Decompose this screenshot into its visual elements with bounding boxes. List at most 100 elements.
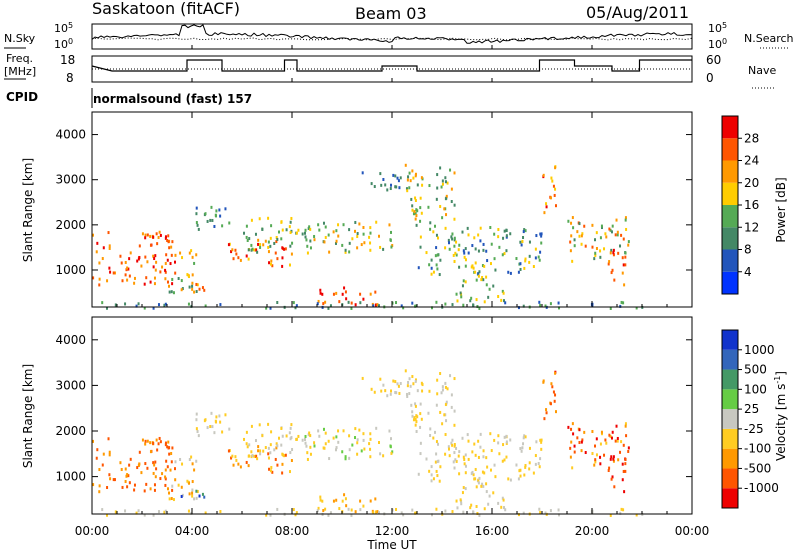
velocity-cell [257, 449, 260, 453]
velocity-cell [441, 385, 444, 389]
velocity-cell [284, 453, 287, 457]
power-cell [152, 265, 155, 269]
velocity-cell [356, 441, 359, 445]
velocity-cell [535, 440, 538, 444]
power-colorbar-swatch [722, 138, 738, 161]
power-cell [478, 270, 481, 274]
power-cell [600, 224, 603, 228]
power-cell [489, 262, 492, 266]
velocity-cell [137, 463, 140, 467]
velocity-cell [228, 427, 231, 431]
power-cell [454, 251, 457, 255]
velocity-cell [619, 450, 622, 454]
velocity-cell [500, 505, 503, 509]
power-cell [378, 304, 381, 308]
power-cell [187, 302, 190, 306]
velocity-cell [498, 452, 501, 456]
power-cell [289, 220, 292, 224]
noise-left-top-tick: 105 [54, 21, 73, 35]
power-cell [609, 251, 612, 255]
velocity-cell [448, 454, 451, 458]
power-cell [324, 300, 327, 304]
power-cell [610, 230, 613, 234]
velocity-cell [227, 449, 230, 453]
power-cell [92, 276, 95, 280]
velocity-cell [193, 497, 196, 501]
power-cell [157, 303, 160, 307]
power-cell [322, 302, 325, 306]
power-cell [576, 230, 579, 234]
power-cell [493, 232, 496, 236]
power-cell [255, 248, 258, 252]
power-cell [580, 234, 583, 238]
power-cell [408, 171, 411, 175]
velocity-cell [497, 501, 500, 505]
power-ytick-label: 2000 [55, 218, 86, 232]
velocity-cell [273, 448, 276, 452]
power-cell [257, 238, 260, 242]
velocity-cell [152, 441, 155, 445]
power-cell [427, 205, 430, 209]
power-cell [497, 228, 500, 232]
power-cell [372, 304, 375, 308]
velocity-cell [419, 412, 422, 416]
velocity-cell [276, 463, 279, 467]
power-cell [572, 226, 575, 230]
power-cell [523, 228, 526, 232]
power-cell [445, 194, 448, 198]
power-cell [141, 232, 144, 236]
velocity-cell [549, 509, 552, 513]
velocity-cell [308, 431, 311, 435]
velocity-cell [307, 433, 310, 437]
velocity-cell [409, 384, 412, 388]
power-cell [414, 172, 417, 176]
power-cell [253, 248, 256, 252]
velocity-cell [256, 457, 259, 461]
power-cell [466, 226, 469, 230]
velocity-cell [470, 503, 473, 507]
power-cell [608, 227, 611, 231]
power-cell [539, 232, 542, 236]
velocity-cell [294, 513, 297, 517]
power-cell [136, 259, 139, 263]
power-cell [436, 186, 439, 190]
power-cell [181, 256, 184, 260]
power-cell [492, 284, 495, 288]
velocity-cell [453, 451, 456, 455]
power-cell [624, 255, 627, 259]
power-cell [213, 224, 216, 228]
power-cell [622, 301, 625, 305]
power-cell [472, 266, 475, 270]
velocity-cell [578, 441, 581, 445]
velocity-cell [317, 506, 320, 510]
power-cell [159, 233, 162, 237]
power-cell [96, 241, 99, 245]
velocity-cell [154, 460, 157, 464]
power-ytick-label: 3000 [55, 173, 86, 187]
velocity-cell [250, 450, 253, 454]
velocity-cell [569, 446, 572, 450]
power-colorbar-swatch [722, 205, 738, 228]
velocity-cell [545, 408, 548, 412]
velocity-cell [304, 434, 307, 438]
power-cell [402, 306, 405, 310]
power-cell [380, 183, 383, 187]
velocity-cell [388, 429, 391, 433]
velocity-cell [534, 462, 537, 466]
velocity-y-axis: 1000 2000 3000 4000 [55, 333, 692, 484]
power-cell [291, 241, 294, 245]
power-cell [275, 235, 278, 239]
power-cell [341, 243, 344, 247]
power-cell [304, 228, 307, 232]
power-cell [137, 257, 140, 261]
power-cell [231, 248, 234, 252]
velocity-cell [416, 389, 419, 393]
velocity-cell [507, 477, 510, 481]
velocity-cell [532, 471, 535, 475]
velocity-cell [306, 457, 309, 461]
velocity-cell [497, 434, 500, 438]
power-cell [164, 270, 167, 274]
power-cell [501, 289, 504, 293]
velocity-cell [609, 457, 612, 461]
velocity-cell [250, 424, 253, 428]
